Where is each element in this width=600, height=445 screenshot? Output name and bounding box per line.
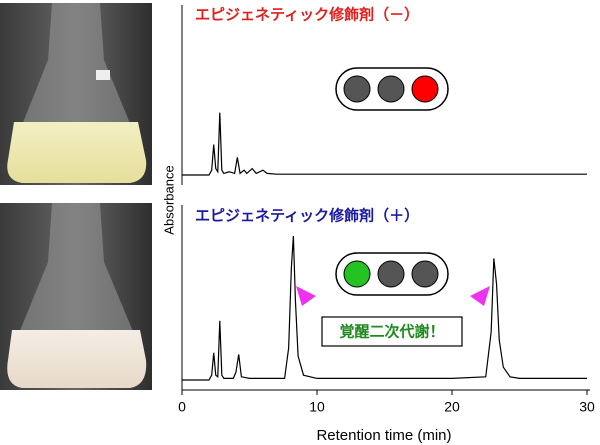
annotation-box (321, 316, 463, 347)
panel-title: エピジェネティック修飾剤（－） (195, 6, 419, 24)
arrow (470, 286, 490, 306)
x-axis-label: Retention time (min) (316, 427, 451, 444)
traffic-light-top (335, 67, 449, 111)
trace (182, 235, 587, 381)
x-tick-label: 10 (309, 399, 325, 415)
x-tick-label: 20 (444, 399, 460, 415)
traffic-light-bottom (335, 252, 449, 296)
photo-top (0, 3, 152, 185)
panel-title: エピジェネティック修飾剤（＋） (195, 207, 419, 225)
y-axis-label: Absorbance (161, 165, 176, 234)
annotation: 覚醒二次代謝！ (339, 323, 444, 341)
photo-bottom (0, 203, 152, 390)
x-tick-label: 30 (579, 399, 595, 415)
x-tick-label: 0 (178, 399, 186, 415)
trace (182, 112, 587, 176)
arrow (296, 286, 316, 306)
